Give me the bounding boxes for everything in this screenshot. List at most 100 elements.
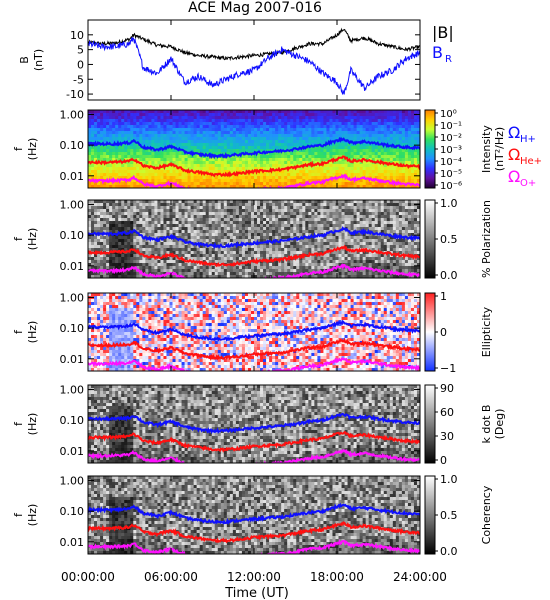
- y-tick-label: -10: [66, 88, 84, 101]
- legend-ion-2: O+: [520, 178, 536, 189]
- colorbar-label: % Polarization: [480, 200, 493, 278]
- y-tick-label: 1.00: [60, 383, 85, 396]
- y-axis-unit: (Hz): [26, 413, 39, 436]
- colorbar-tick-label: 10⁻³: [440, 145, 462, 156]
- y-axis-label: f: [12, 329, 25, 334]
- legend-omega-0: Ω: [508, 123, 520, 142]
- colorbar-tick-label: 10⁻¹: [440, 121, 462, 132]
- colorbar-tick-label: −1: [440, 362, 456, 375]
- series-line-btotal: [87, 27, 421, 62]
- colorbar: [424, 109, 436, 189]
- colorbar-unit: (Deg): [493, 409, 506, 440]
- colorbar-label: Intensity: [480, 125, 493, 173]
- y-tick-label: 0.01: [60, 445, 85, 458]
- y-axis-label: f: [12, 146, 25, 151]
- legend-br-subscript: R: [445, 54, 452, 65]
- gyrofrequency-line-He: [88, 431, 420, 453]
- colorbar-tick-label: 10⁰: [440, 109, 457, 120]
- y-tick-label: 0.10: [60, 414, 85, 427]
- colorbar: [424, 292, 436, 372]
- colorbar-tick-label: 10⁻⁴: [440, 157, 462, 168]
- y-axis-unit: (Hz): [26, 228, 39, 251]
- colorbar-tick-label: 0.0: [440, 269, 458, 282]
- spectrogram-image: [88, 385, 420, 463]
- spectrogram-image: [88, 476, 420, 554]
- colorbar-tick-label: 1: [440, 290, 447, 303]
- y-tick-label: 1.00: [60, 198, 85, 211]
- y-tick-label: 0.01: [60, 260, 85, 273]
- y-axis-unit: (nT): [32, 49, 45, 71]
- y-axis-label: B: [18, 56, 31, 64]
- panel-polarization: 1.00 0.10 0.01 f (Hz) 1.0 0.5 0.0 % Polarization: [12, 197, 493, 282]
- panel-power-spectrum: 1.00 0.10 0.01 f (Hz) 10⁰10⁻¹10⁻²10⁻³10⁻⁴10⁻⁵…: [12, 108, 542, 192]
- spectrogram-image: [88, 293, 420, 371]
- colorbar-tick-label: 0.0: [440, 545, 458, 558]
- colorbar-tick-label: 0: [440, 326, 447, 339]
- colorbar-label: k dot B: [480, 405, 493, 444]
- x-tick-label: 12:00:00: [227, 570, 281, 584]
- y-axis-label: f: [12, 512, 25, 517]
- gyrofrequency-line-H: [88, 319, 420, 342]
- y-tick-label: 0.10: [60, 139, 85, 152]
- gyrofrequency-line-H: [88, 412, 420, 435]
- panel-wave-normal-angle: 1.00 0.10 0.01 f (Hz) 90 60 30 0 k dot B (Deg): [12, 382, 506, 467]
- colorbar-unit: (nT²/Hz): [493, 127, 506, 171]
- x-tick-label: 00:00:00: [61, 570, 115, 584]
- gyrofrequency-line-O: [88, 448, 420, 463]
- panel-coherency: 1.00 0.10 0.01 f (Hz) 1.0 0.5 0.0 Coherency: [12, 473, 493, 558]
- y-tick-label: -5: [73, 73, 84, 86]
- colorbar-tick-label: 0.5: [440, 509, 458, 522]
- y-tick-label: 0.01: [60, 536, 85, 549]
- legend-br: B: [432, 43, 443, 62]
- legend-ion-1: He+: [520, 156, 542, 167]
- gyrofrequency-line-He: [88, 521, 420, 544]
- x-tick-label: 24:00:00: [393, 570, 447, 584]
- x-tick-label: 18:00:00: [310, 570, 364, 584]
- y-tick-label: 0.01: [60, 353, 85, 366]
- y-tick-label: 0.10: [60, 229, 85, 242]
- field-frame: [87, 19, 421, 101]
- y-tick-label: 1.00: [60, 291, 85, 304]
- colorbar-tick-label: 10⁻²: [440, 133, 462, 144]
- y-tick-label: 1.00: [60, 108, 85, 121]
- spectrogram-image: [88, 200, 420, 278]
- colorbar-label: Coherency: [480, 485, 493, 544]
- colorbar-tick-label: 1.0: [440, 197, 458, 210]
- colorbar-tick-label: 10⁻⁶: [440, 181, 462, 192]
- gyrofrequency-line-O: [88, 539, 420, 554]
- x-tick-label: 06:00:00: [144, 570, 198, 584]
- colorbar-tick-label: 10⁻⁵: [440, 169, 462, 180]
- series-line-br: [87, 37, 421, 95]
- y-axis-unit: (Hz): [26, 321, 39, 344]
- gyrofrequency-line-He: [88, 337, 420, 362]
- colorbar-tick-label: 1.0: [440, 473, 458, 486]
- legend-omega-2: Ω: [508, 167, 520, 186]
- chart-title: ACE Mag 2007-016: [188, 0, 322, 16]
- y-axis-unit: (Hz): [26, 138, 39, 161]
- colorbar-tick-label: 30: [440, 430, 454, 443]
- legend-omega-1: Ω: [508, 145, 520, 164]
- y-tick-label: 1.00: [60, 474, 85, 487]
- gyrofrequency-line-H: [88, 136, 420, 160]
- gyrofrequency-line-H: [88, 226, 420, 250]
- gyrofrequency-line-He: [88, 155, 420, 178]
- colorbar: [424, 199, 436, 279]
- legend-btotal: |B|: [432, 23, 454, 42]
- gyrofrequency-line-He: [88, 244, 420, 268]
- x-axis-label: Time (UT): [224, 586, 289, 600]
- gyrofrequency-line-O: [88, 263, 420, 278]
- y-tick-label: 0.01: [60, 170, 85, 183]
- y-axis-label: f: [12, 236, 25, 241]
- colorbar-tick-label: 0.5: [440, 233, 458, 246]
- y-tick-label: 0: [77, 58, 84, 71]
- y-tick-label: 0.10: [60, 505, 85, 518]
- colorbar-tick-label: 0: [440, 454, 447, 467]
- y-tick-label: 5: [77, 44, 84, 57]
- spectrogram-image: [88, 110, 420, 188]
- y-tick-label: 10: [70, 29, 84, 42]
- gyrofrequency-line-H: [88, 502, 420, 525]
- gyrofrequency-line-O: [88, 173, 420, 188]
- colorbar-tick-label: 90: [440, 382, 454, 395]
